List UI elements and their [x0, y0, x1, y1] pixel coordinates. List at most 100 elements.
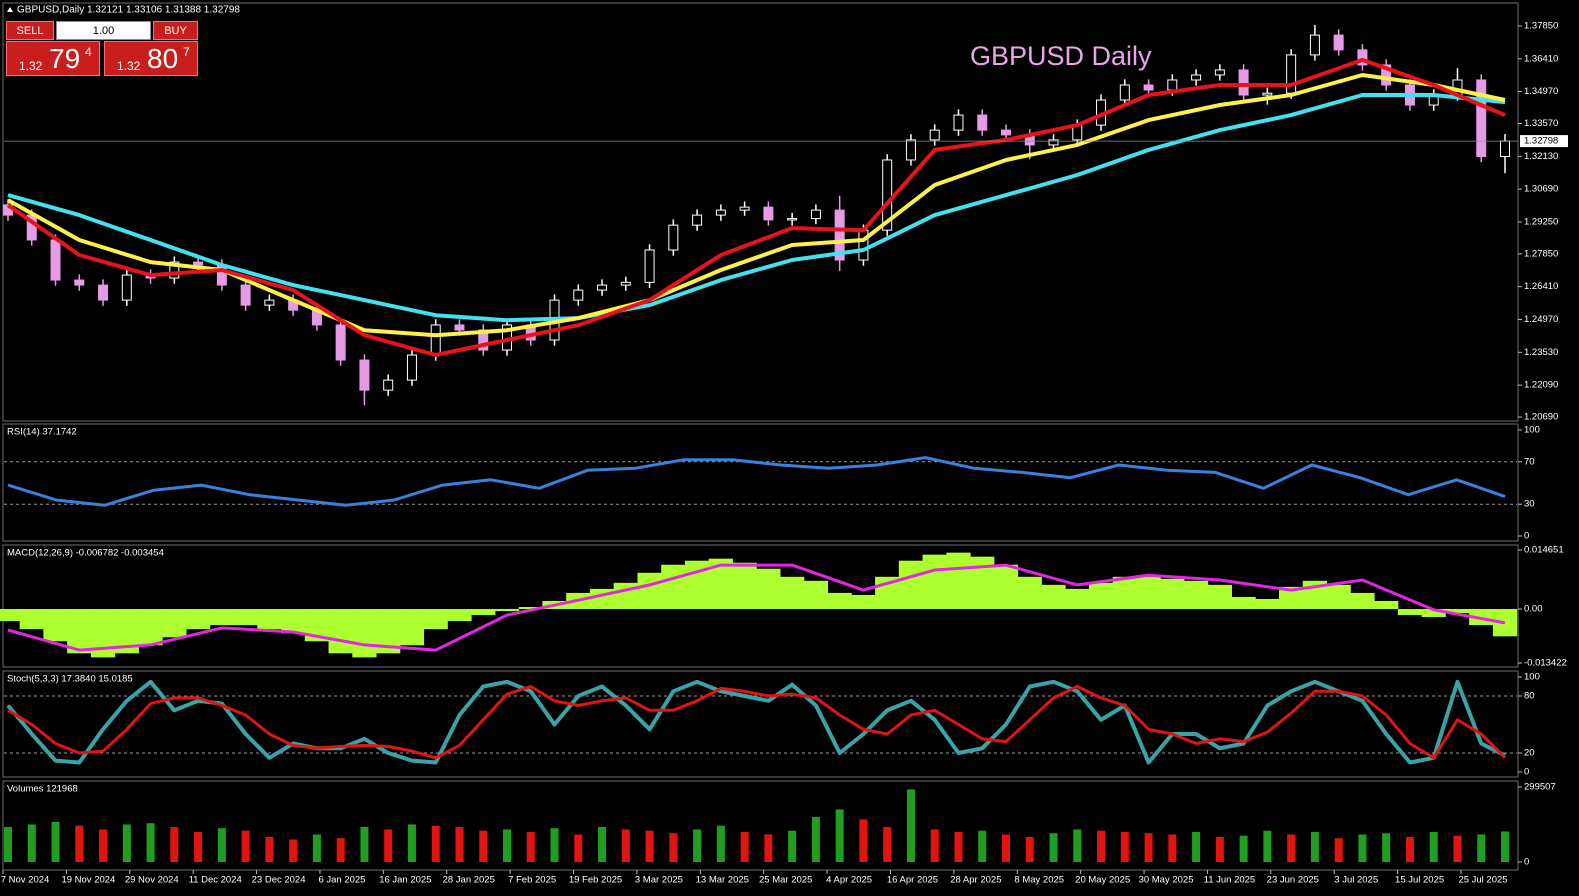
candle-body [1357, 49, 1368, 66]
macd-bar [19, 609, 44, 630]
volume-bar [954, 831, 963, 862]
macd-bar [185, 609, 211, 630]
volume-bar [693, 829, 702, 862]
volume-bar [1405, 836, 1414, 862]
candle-body [383, 379, 394, 391]
candle-body [905, 139, 916, 161]
macd-bar [661, 564, 686, 610]
candle-body [169, 261, 180, 279]
macd-bar [1350, 592, 1375, 610]
macd-bar [1183, 580, 1209, 610]
volume-bar [241, 830, 250, 862]
macd-bar [732, 562, 757, 610]
panel-title: RSI(14) 37.1742 [7, 427, 77, 438]
candle-body [240, 284, 251, 306]
volume-bar [4, 826, 12, 862]
candle-body [1214, 69, 1225, 76]
macd-bar [1421, 609, 1446, 618]
macd-bar [637, 572, 662, 610]
volume-bar [99, 829, 108, 862]
y-tick-label: 1.36410 [1524, 53, 1558, 64]
volume-bar [788, 830, 797, 862]
macd-bar [756, 568, 781, 610]
y-tick-label: 80 [1524, 691, 1535, 702]
volume-bar [75, 825, 84, 862]
volume-bar [1429, 831, 1438, 862]
time-label: 15 Jul 2025 [1395, 875, 1444, 886]
volume-bar [716, 825, 725, 862]
candle-body [715, 209, 726, 216]
panel-frame [2, 423, 1519, 542]
y-tick-label: 1.26410 [1524, 281, 1558, 292]
volume-bar [479, 830, 488, 862]
volume-bar [1002, 834, 1010, 862]
macd-bar [993, 564, 1019, 610]
macd-bar [1231, 596, 1256, 610]
y-tick-label: 0.014651 [1524, 545, 1564, 556]
indicator-line [7, 73, 1506, 338]
volume-bar [1501, 831, 1509, 862]
y-tick-label: 100 [1524, 672, 1540, 683]
volume-bar [1097, 830, 1106, 862]
macd-bar [970, 556, 995, 610]
volume-bar [455, 826, 464, 862]
sell-price[interactable]: 1.32 79 4 [6, 41, 100, 76]
time-label: 3 Jul 2025 [1334, 875, 1378, 886]
buy-button[interactable]: BUY [153, 21, 198, 40]
volume-bar [384, 829, 393, 862]
time-label: 28 Apr 2025 [950, 875, 1001, 886]
time-label: 7 Feb 2025 [508, 875, 556, 886]
macd-bar [0, 609, 21, 622]
price-big: 1.32 [117, 59, 141, 73]
volume-bar [1310, 831, 1319, 862]
y-tick-label: 1.32130 [1524, 151, 1558, 162]
volume-bar [1239, 835, 1248, 862]
macd-bar [1207, 584, 1232, 610]
candle-body [739, 206, 750, 211]
time-label: 11 Dec 2024 [189, 875, 242, 886]
time-label: 19 Nov 2024 [61, 875, 115, 886]
volume-bar [503, 829, 511, 862]
header-icon [7, 7, 13, 12]
macd-bar [1326, 584, 1351, 610]
buy-price[interactable]: 1.32 80 7 [104, 41, 198, 76]
volume-bar [312, 834, 321, 862]
sell-button[interactable]: SELL [6, 21, 54, 40]
macd-bar [281, 609, 306, 634]
one-click-trading: SELL 1.00 BUY 1.32 79 4 1.32 80 7 [6, 21, 198, 76]
volume-bar [217, 828, 226, 862]
candle-body [573, 289, 584, 301]
indicator-line [7, 685, 1507, 760]
macd-bar [946, 552, 971, 610]
macd-bar [518, 607, 543, 610]
volume-bar [1025, 836, 1034, 862]
y-tick-label: 0 [1524, 767, 1529, 778]
volume-bar [811, 816, 820, 862]
candle-body [858, 229, 869, 261]
candle-body [74, 279, 85, 286]
volume-bar [1120, 831, 1129, 862]
y-tick-label: 100 [1524, 425, 1540, 436]
y-tick-label: 1.29250 [1524, 216, 1558, 227]
time-label: 7 Nov 2024 [1, 875, 50, 886]
candle-body [953, 114, 964, 131]
volume-bar [1453, 835, 1462, 862]
candle-body [98, 284, 109, 301]
volume-bar [550, 828, 559, 862]
price-main: 80 [147, 43, 179, 74]
y-tick-label: 0 [1524, 531, 1529, 542]
volume-bar [51, 821, 60, 862]
candle-body [1001, 129, 1011, 136]
macd-bar [922, 554, 947, 610]
volume-bar [906, 789, 915, 862]
y-tick-label: 1.24970 [1524, 314, 1558, 325]
y-tick-label: 1.37850 [1524, 20, 1558, 31]
current-price-box [1520, 135, 1568, 148]
time-label: 19 Feb 2025 [569, 875, 622, 886]
macd-bar [233, 609, 258, 626]
lot-size[interactable]: 1.00 [56, 21, 151, 40]
candle-body [335, 324, 346, 361]
time-label: 16 Apr 2025 [887, 875, 938, 886]
y-tick-label: 1.27850 [1524, 248, 1558, 259]
